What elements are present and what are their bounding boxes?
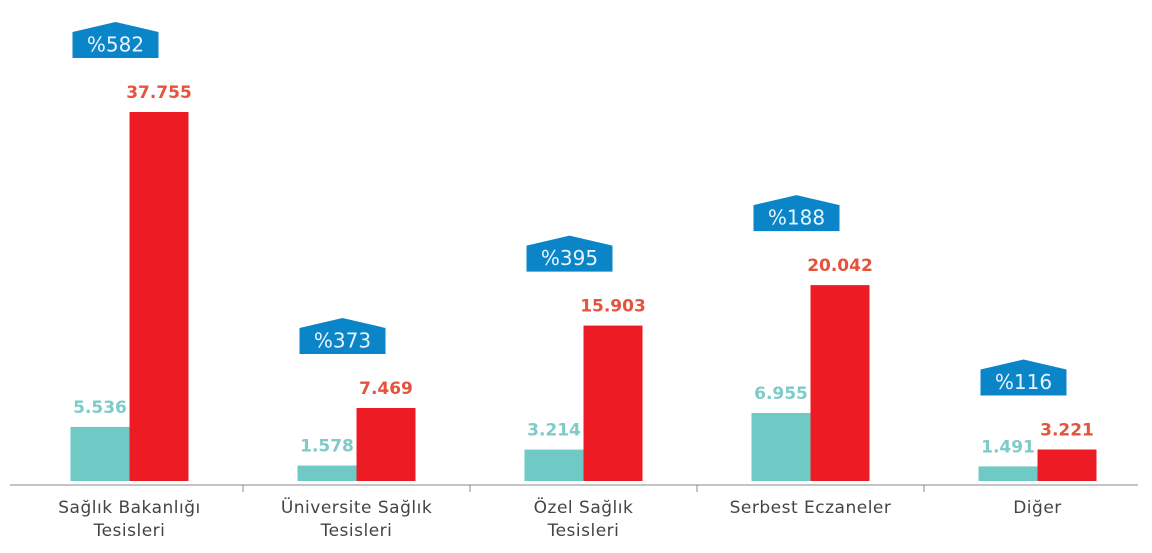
x-tick-label: Sağlık Bakanlığı Tesisleri [58, 498, 201, 541]
bar [356, 408, 416, 481]
value-label: 15.903 [580, 297, 646, 317]
badge [753, 195, 840, 232]
value-label: 20.042 [807, 256, 873, 276]
badge-label: %395 [541, 246, 598, 270]
badge-label: %373 [314, 329, 371, 353]
badge-label: %116 [995, 370, 1052, 394]
bar [129, 112, 189, 481]
x-tick-label: Özel Sağlık Tesisleri [533, 498, 634, 541]
bar [810, 285, 870, 481]
value-label: 3.214 [527, 421, 581, 441]
bar [297, 465, 357, 481]
x-tick-label: Serbest Eczaneler [729, 498, 892, 518]
value-label: 37.755 [126, 83, 192, 103]
badge-label: %188 [768, 206, 825, 230]
value-label: 3.221 [1040, 421, 1094, 441]
bar [751, 413, 811, 481]
bar [1037, 449, 1097, 481]
bar [524, 449, 584, 481]
badge [299, 318, 386, 355]
badge [72, 22, 159, 58]
value-label: 5.536 [73, 398, 127, 418]
badge [980, 359, 1067, 396]
badge [526, 235, 613, 272]
badge-label: %582 [87, 33, 144, 57]
bar [70, 426, 130, 481]
bar [978, 466, 1038, 481]
x-tick-label: Üniversite Sağlık Tesisleri [280, 498, 433, 541]
value-label: 1.578 [300, 437, 354, 457]
value-label: 6.955 [754, 384, 808, 404]
bar [583, 325, 643, 481]
x-tick-label: Diğer [1013, 498, 1062, 518]
value-label: 1.491 [981, 437, 1035, 457]
value-label: 7.469 [359, 379, 413, 399]
